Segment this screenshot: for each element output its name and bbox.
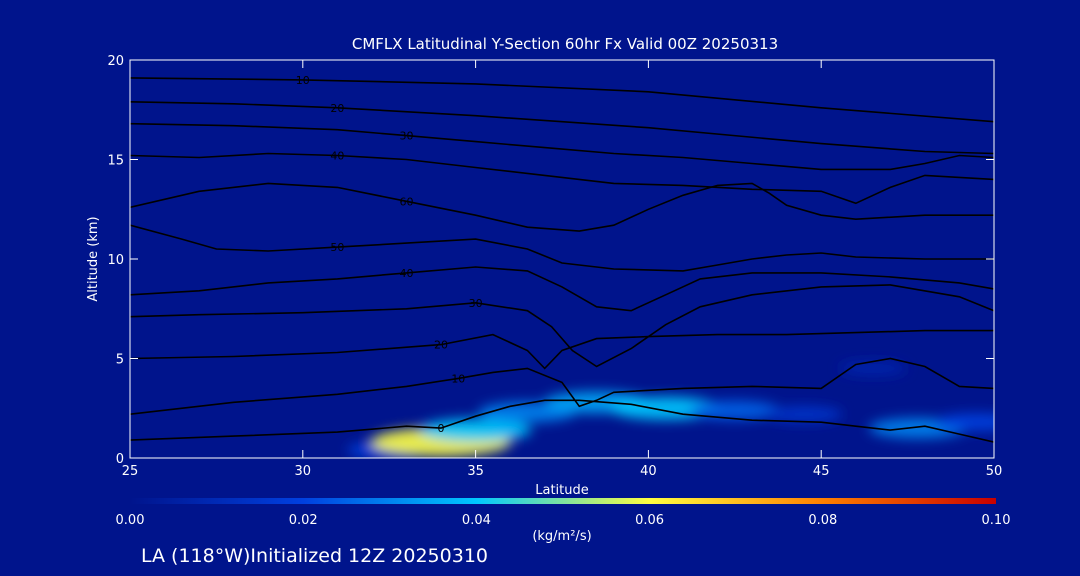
- contour-line-4: [130, 182, 994, 232]
- x-tick-label-1: 30: [295, 464, 312, 479]
- x-tick-label-5: 50: [986, 464, 1003, 479]
- contour-line-3: [130, 152, 994, 205]
- contour-label-8: 20: [434, 339, 448, 352]
- contour-line-7: [130, 284, 994, 368]
- y-tick-label-2: 10: [107, 253, 124, 268]
- contour-line-10: [130, 399, 994, 443]
- y-tick-label-3: 15: [107, 154, 124, 169]
- station-label: LA (118°W)Initialized 12Z 20250310: [141, 545, 488, 567]
- contour-label-2: 30: [399, 130, 413, 143]
- y-axis: 0 5 10 15 20: [107, 54, 994, 467]
- x-axis: 25 30 35 40 45 50: [122, 60, 1003, 479]
- contour-label-0: 10: [296, 74, 310, 87]
- y-tick-label-0: 0: [116, 452, 124, 467]
- colorbar-tick-label-0: 0.00: [116, 513, 145, 528]
- flux-cell-6: [689, 400, 781, 420]
- colorbar-tick-label-3: 0.06: [635, 513, 664, 528]
- flux-cell-7: [765, 406, 843, 423]
- contour-line-6: [130, 266, 994, 312]
- colorbar-tick-label-2: 0.04: [462, 513, 491, 528]
- chart-title: CMFLX Latitudinal Y-Section 60hr Fx Vali…: [352, 35, 778, 53]
- flux-cell-2: [419, 418, 532, 442]
- flux-cell-10: [934, 413, 994, 431]
- contour-line-0: [130, 77, 994, 123]
- x-axis-label: Latitude: [535, 483, 589, 498]
- contour-label-7: 30: [469, 297, 483, 310]
- x-tick-label-2: 35: [467, 464, 484, 479]
- colorbar-unit-label: (kg/m²/s): [532, 529, 591, 544]
- contour-label-4: 60: [399, 195, 413, 208]
- contour-label-3: 40: [330, 150, 344, 163]
- x-tick-label-3: 40: [640, 464, 657, 479]
- contour-line-9: [130, 357, 994, 415]
- contour-label-10: 0: [438, 422, 445, 435]
- contour-label-5: 50: [330, 241, 344, 254]
- contour-line-5: [130, 224, 994, 272]
- colorbar-ticks: 0.00 0.02 0.04 0.06 0.08 0.10: [116, 513, 1011, 528]
- contour-label-6: 40: [399, 267, 413, 280]
- colorbar: [130, 498, 996, 504]
- colorbar-tick-label-1: 0.02: [289, 513, 318, 528]
- y-tick-label-1: 5: [116, 353, 124, 368]
- flux-field: [347, 361, 994, 458]
- contour-line-2: [130, 122, 994, 171]
- contour-label-9: 10: [451, 372, 465, 385]
- contour-lines: 10 20 30 40 60 50 40 30 20 10 0: [130, 74, 994, 443]
- x-tick-label-4: 45: [813, 464, 830, 479]
- contour-label-1: 20: [330, 102, 344, 115]
- colorbar-tick-label-4: 0.08: [808, 513, 837, 528]
- contour-line-1: [130, 101, 994, 155]
- x-tick-label-0: 25: [122, 464, 139, 479]
- y-tick-label-4: 20: [107, 54, 124, 69]
- y-axis-label: Altitude (km): [86, 216, 101, 301]
- contour-line-8: [130, 329, 994, 370]
- colorbar-tick-label-5: 0.10: [982, 513, 1011, 528]
